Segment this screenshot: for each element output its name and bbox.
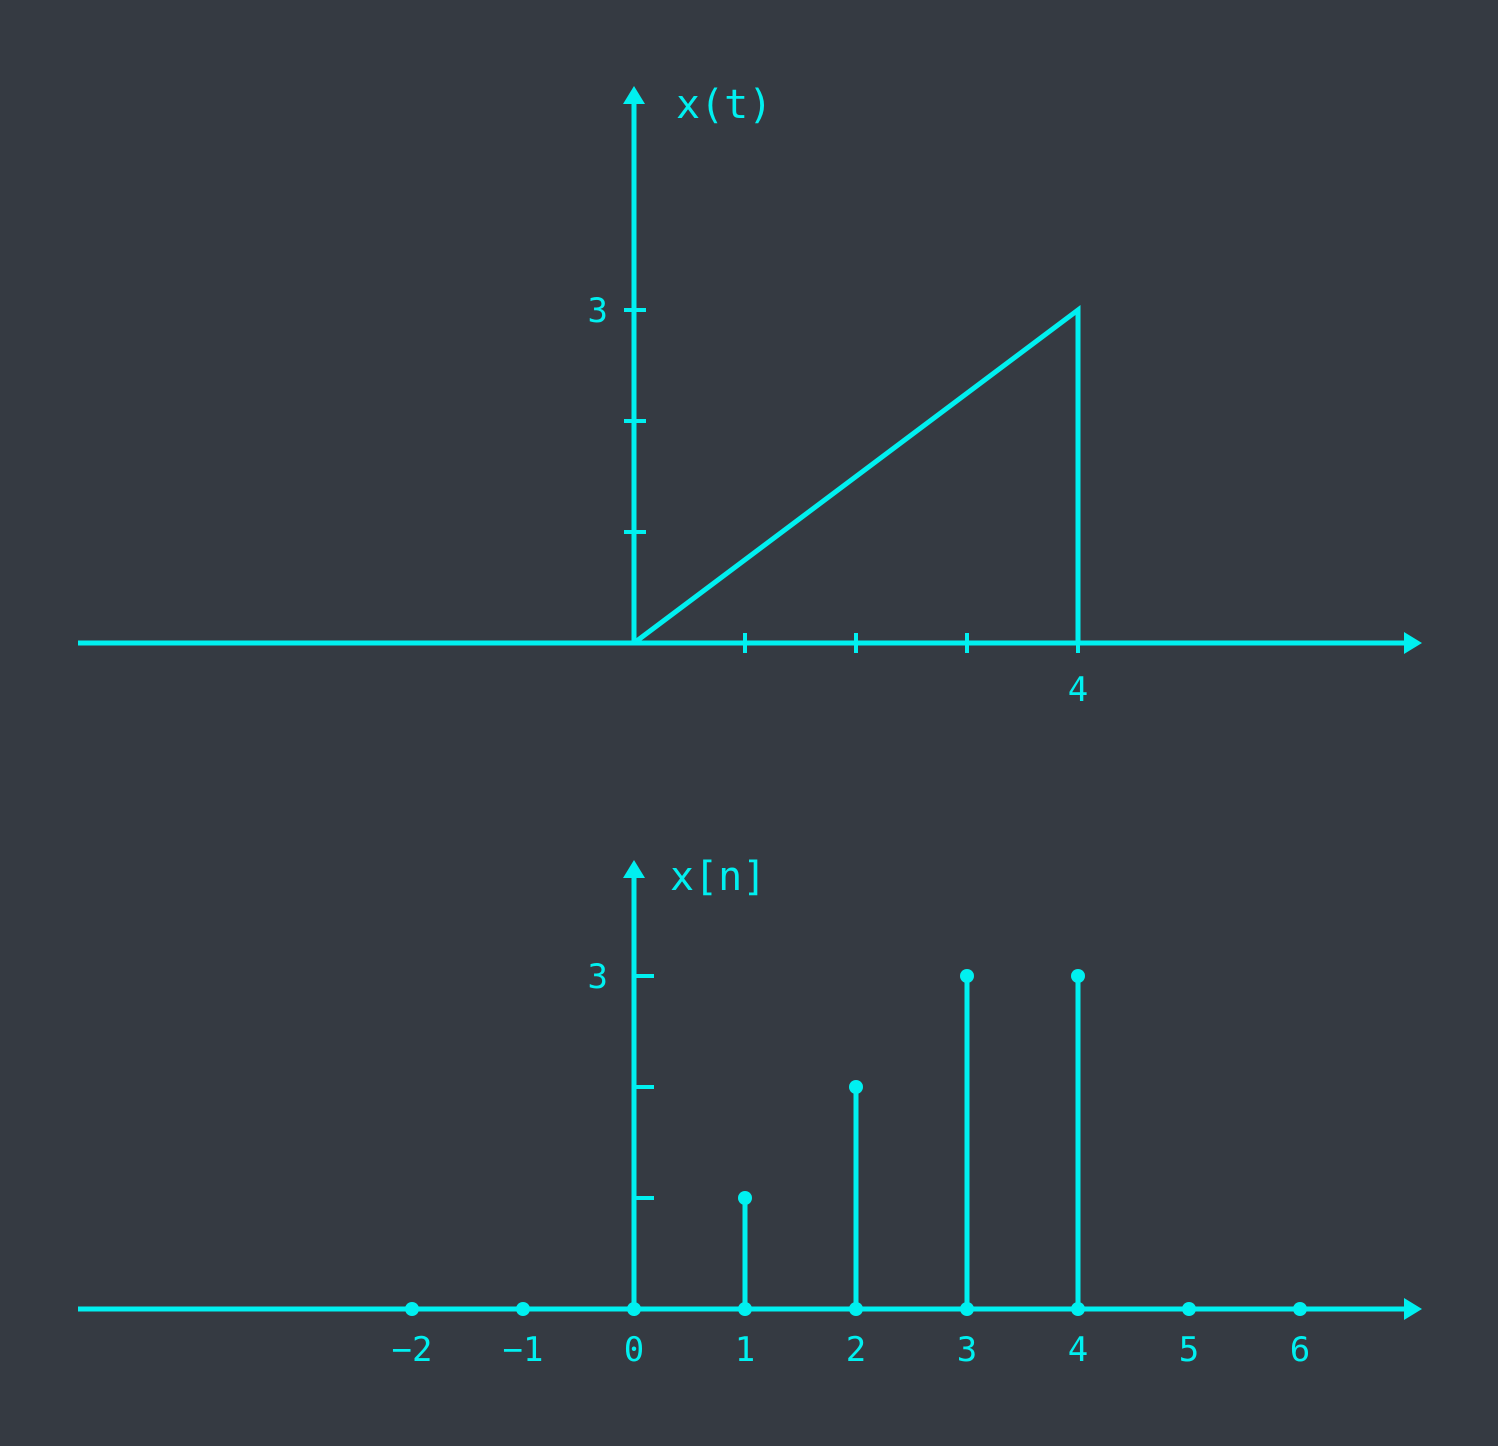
dt-x-tick-label: −2 <box>392 1330 433 1370</box>
ct-series <box>632 305 1411 646</box>
dt-x-tick-label: 4 <box>1068 1330 1088 1370</box>
dt-x-tick-label: 5 <box>1179 1330 1199 1370</box>
ct-signal-line <box>632 305 1411 646</box>
dt-stem-marker <box>960 969 974 983</box>
dt-baseline-marker <box>1182 1302 1196 1316</box>
ct-ticks: 43 <box>588 291 1089 710</box>
ct-x-tick-label: 4 <box>1068 670 1088 710</box>
dt-baseline-marker <box>1071 1302 1085 1316</box>
dt-y-axis-arrow <box>623 860 645 878</box>
dt-axes <box>78 860 1422 1320</box>
dt-x-tick-label: −1 <box>503 1330 544 1370</box>
dt-baseline-marker <box>627 1302 641 1316</box>
dt-x-tick-label: 1 <box>735 1330 755 1370</box>
dt-baseline-marker <box>849 1302 863 1316</box>
dt-y-tick-label: 3 <box>588 957 608 997</box>
ct-x-axis-arrow <box>1404 632 1422 654</box>
dt-baseline-marker <box>960 1302 974 1316</box>
dt-baseline-marker <box>516 1302 530 1316</box>
dt-stems <box>405 969 1307 1316</box>
discrete-signal-plot: 3 −2 −1 0 1 2 3 4 5 6 x[n] <box>78 854 1422 1370</box>
dt-y-axis-label: x[n] <box>670 854 766 900</box>
dt-stem-marker <box>849 1080 863 1094</box>
ct-y-axis-label: x(t) <box>676 82 772 128</box>
dt-baseline-marker <box>1293 1302 1307 1316</box>
dt-baseline-marker <box>738 1302 752 1316</box>
ct-y-tick-label: 3 <box>588 291 608 331</box>
dt-stem-marker <box>1071 969 1085 983</box>
dt-stem-marker <box>738 1191 752 1205</box>
dt-x-tick-label: 2 <box>846 1330 866 1370</box>
dt-x-tick-label: 6 <box>1290 1330 1310 1370</box>
dt-x-tick-label: 3 <box>957 1330 977 1370</box>
dt-x-axis-arrow <box>1404 1298 1422 1320</box>
dt-x-tick-label: 0 <box>624 1330 644 1370</box>
dt-ticks: 3 −2 −1 0 1 2 3 4 5 6 <box>392 957 1311 1370</box>
ct-y-axis-arrow <box>623 86 645 104</box>
ct-axes <box>78 86 1422 654</box>
dt-baseline-marker <box>405 1302 419 1316</box>
continuous-signal-plot: 43 x(t) <box>78 82 1422 710</box>
